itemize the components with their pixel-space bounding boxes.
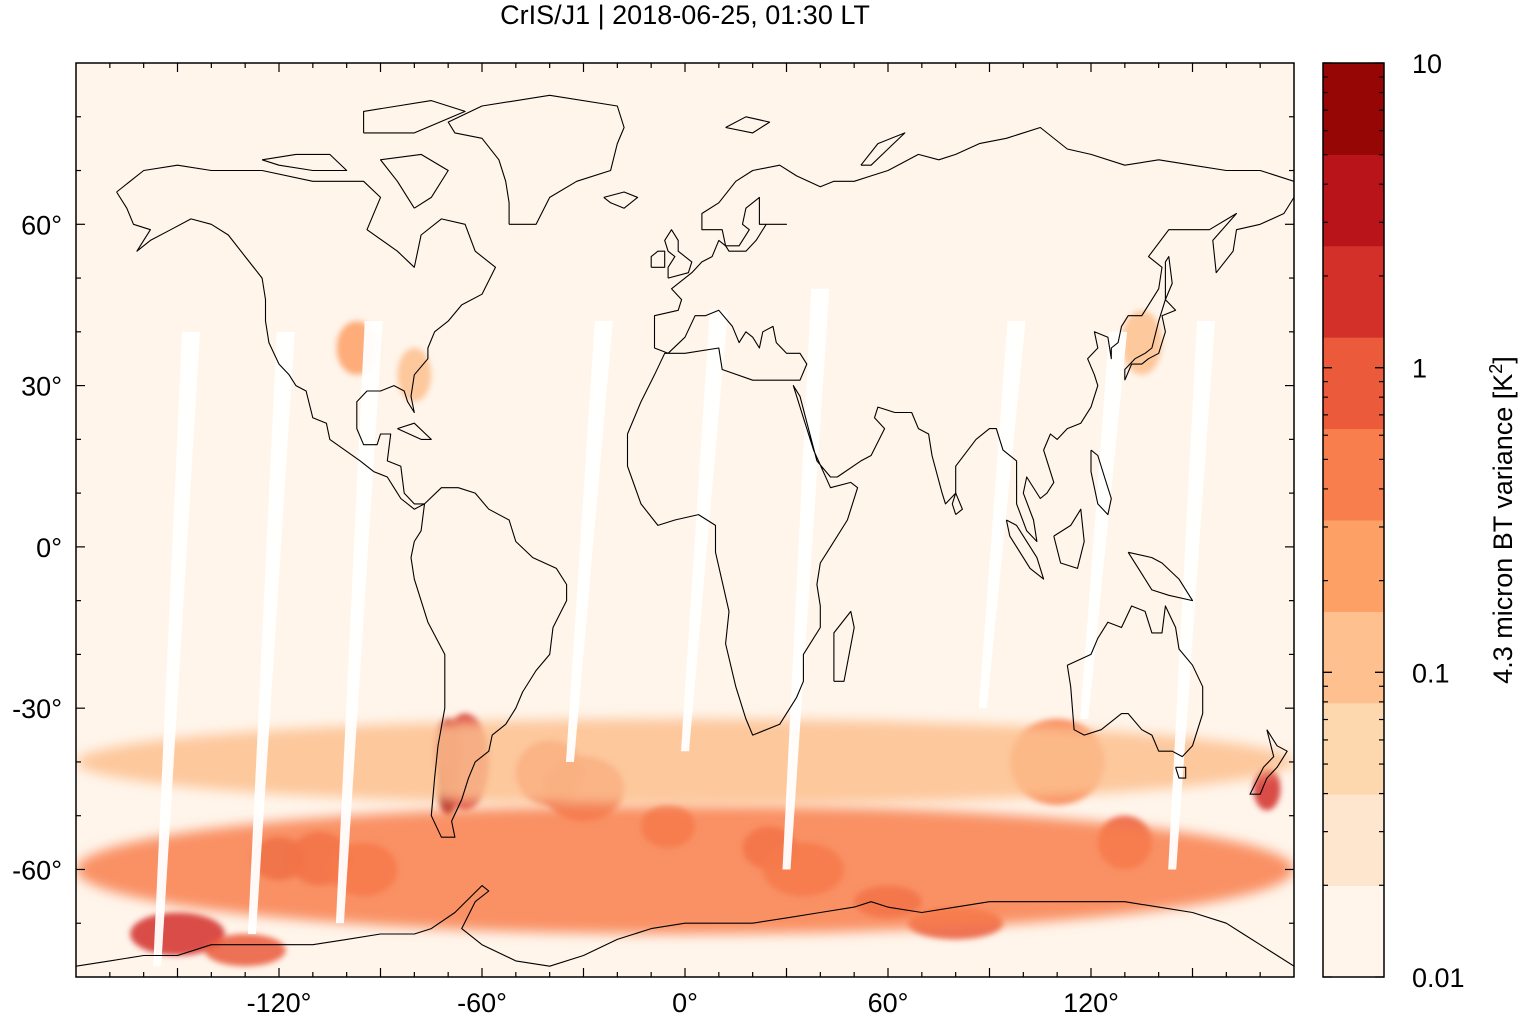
colorbar-tick-label: 1 [1412,354,1427,384]
colorbar-swatch-0 [1323,885,1384,978]
coastline-iceland [603,191,639,209]
plot-area: -120° -60° 0° 60° 120° 60° 30° 0° -30° -60° [12,62,1295,1018]
colorbar-swatch-2 [1323,702,1384,795]
x-tick-label: 120° [1063,988,1119,1018]
swath-gap-3 [565,321,613,762]
hotspot-7 [204,933,286,967]
colorbar-tick-label: 10 [1412,49,1442,79]
coastline-novaya-zemlya [860,132,906,166]
x-tick-label: -60° [457,988,507,1018]
hotspot-22 [76,718,1294,805]
colorbar-swatch-3 [1323,611,1384,704]
coastline-antarctica [76,885,1294,967]
coastline-new-guinea [1127,551,1194,602]
coastline-tasmania [1175,766,1187,779]
coastline-borneo [1053,508,1085,569]
coastline-sri-lanka [951,492,963,516]
coastline-baffin-island [379,153,449,209]
colorbar-swatches [1323,63,1384,978]
swath-gap-1 [247,331,295,934]
colorbar-swatch-1 [1323,794,1384,887]
coastline-madagascar [833,610,855,682]
coastlines [76,94,1294,967]
y-tick-label: -60° [12,855,62,885]
coastline-sumatra [1005,519,1045,580]
coastline-africa-eurasia [626,126,1294,736]
hotspot-17 [1253,767,1281,811]
coastline-sakhalin [1164,256,1173,300]
colorbar-swatch-4 [1323,520,1384,612]
coastline-new-zealand [1249,729,1288,795]
coastline-british-isles [664,229,693,279]
y-axis: 60° 30° 0° -30° -60° [12,116,1294,924]
colorbar-label: 4.3 micron BT variance [K2] [1486,356,1518,684]
colorbar-ticks: 10 1 0.1 0.01 [1323,49,1465,993]
hotspot-20 [1121,310,1163,375]
coastline-svalbard [725,116,771,134]
coastline-south-america [410,487,568,838]
coastline-japan [1124,299,1177,381]
colorbar-frame [1322,62,1385,978]
swath-gaps [153,288,1216,967]
swath-gap-0 [153,331,201,967]
coastline-ellesmere [363,100,466,134]
colorbar-tick-label: 0.01 [1412,963,1465,993]
hotspot-6 [130,912,225,956]
swath-gap-5 [782,288,830,870]
swath-gap-6 [978,321,1026,709]
x-axis: -120° -60° 0° 60° 120° [109,63,1261,1018]
x-tick-label: 60° [868,988,909,1018]
colorbar-swatch-6 [1323,337,1384,430]
swath-gap-2 [335,321,383,924]
x-tick-label: 0° [672,988,698,1018]
swath-gap-4 [681,310,728,752]
y-tick-label: 30° [21,372,62,402]
coastline-australia [1066,605,1204,758]
colorbar-tick-label: 0.1 [1412,658,1450,688]
colorbar-swatch-9 [1323,63,1384,155]
coastline-ireland [650,250,666,268]
swath-gap-8 [1168,321,1216,870]
y-tick-label: 60° [21,210,62,240]
colorbar-swatch-5 [1323,428,1384,521]
colorbar-swatch-7 [1323,245,1384,338]
colorbar-swatch-8 [1323,154,1384,247]
coastline-greenland [447,94,625,225]
y-tick-label: -30° [12,694,62,724]
x-tick-label: -120° [247,988,312,1018]
colorbar: 10 1 0.1 0.01 4.3 micron BT variance [K2] [1322,49,1518,993]
coastline-philippines [1090,449,1112,516]
chart-title: CrIS/J1 | 2018-06-25, 01:30 LT [500,0,870,30]
coastline-north-america [116,164,497,510]
swath-gap-7 [1080,331,1128,719]
coastline-cuba [397,422,432,440]
coastline-canadian-arctic [261,153,348,172]
y-tick-label: 0° [36,533,62,563]
